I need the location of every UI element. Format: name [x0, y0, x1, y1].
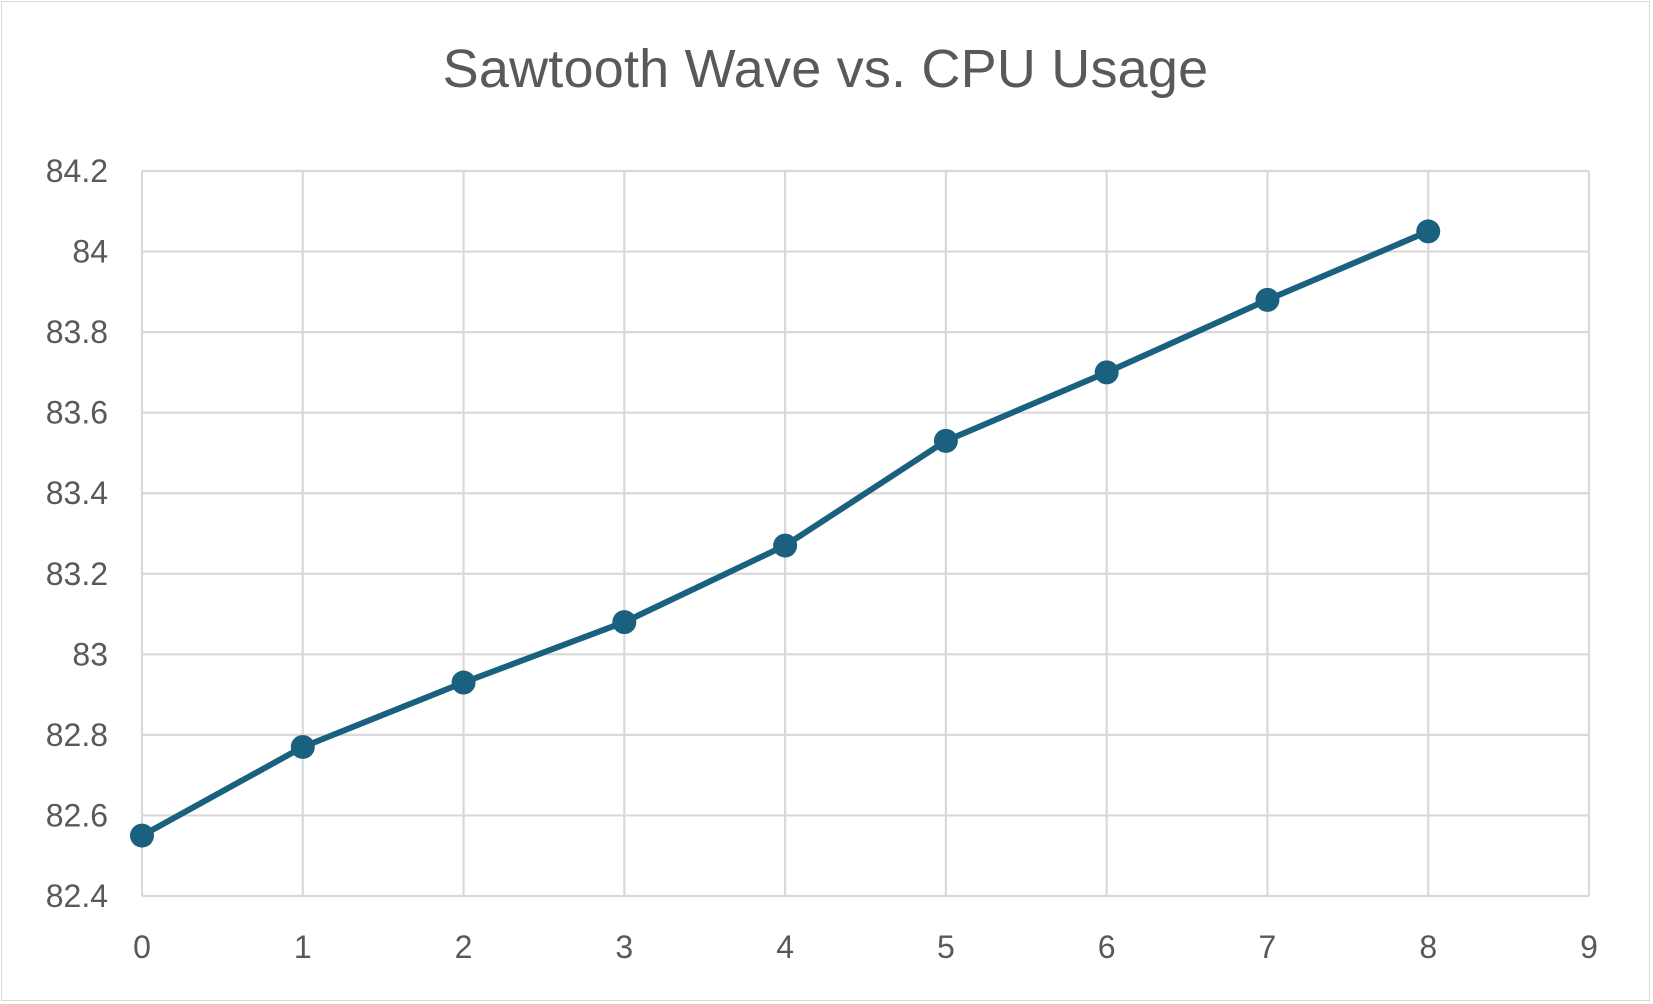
data-point — [1094, 360, 1119, 385]
y-tick-label: 83.4 — [46, 475, 108, 511]
x-tick-label: 6 — [1098, 929, 1116, 965]
y-tick-label: 84 — [72, 234, 108, 270]
x-tick-label: 1 — [294, 929, 312, 965]
data-point — [612, 610, 637, 635]
x-tick-label: 0 — [133, 929, 151, 965]
x-tick-label: 8 — [1419, 929, 1437, 965]
y-tick-label: 82.4 — [46, 878, 108, 914]
y-axis-tick-labels: 82.4 82.6 82.8 83 83.2 83.4 83.6 83.8 84 84.2 — [46, 153, 108, 914]
x-tick-label: 9 — [1580, 929, 1598, 965]
x-tick-label: 5 — [937, 929, 955, 965]
y-tick-label: 83 — [72, 636, 108, 672]
x-tick-label: 3 — [615, 929, 633, 965]
x-tick-label: 4 — [776, 929, 794, 965]
data-point — [1416, 219, 1441, 244]
y-tick-label: 84.2 — [46, 153, 108, 189]
y-tick-label: 82.8 — [46, 717, 108, 753]
data-point — [290, 734, 315, 759]
data-point — [1255, 287, 1280, 312]
y-tick-label: 83.2 — [46, 556, 108, 592]
chart-title: Sawtooth Wave vs. CPU Usage — [442, 39, 1209, 99]
x-tick-label: 2 — [455, 929, 473, 965]
y-tick-label: 83.8 — [46, 314, 108, 350]
y-tick-label: 82.6 — [46, 797, 108, 833]
x-axis-tick-labels: 0 1 2 3 4 5 6 7 8 9 — [133, 929, 1598, 965]
data-point — [773, 533, 798, 558]
gridlines — [140, 169, 1591, 898]
data-series — [130, 219, 1441, 848]
data-point — [451, 670, 476, 695]
x-tick-label: 7 — [1259, 929, 1277, 965]
y-tick-label: 83.6 — [46, 395, 108, 431]
data-point — [933, 428, 958, 453]
data-point — [130, 823, 154, 848]
